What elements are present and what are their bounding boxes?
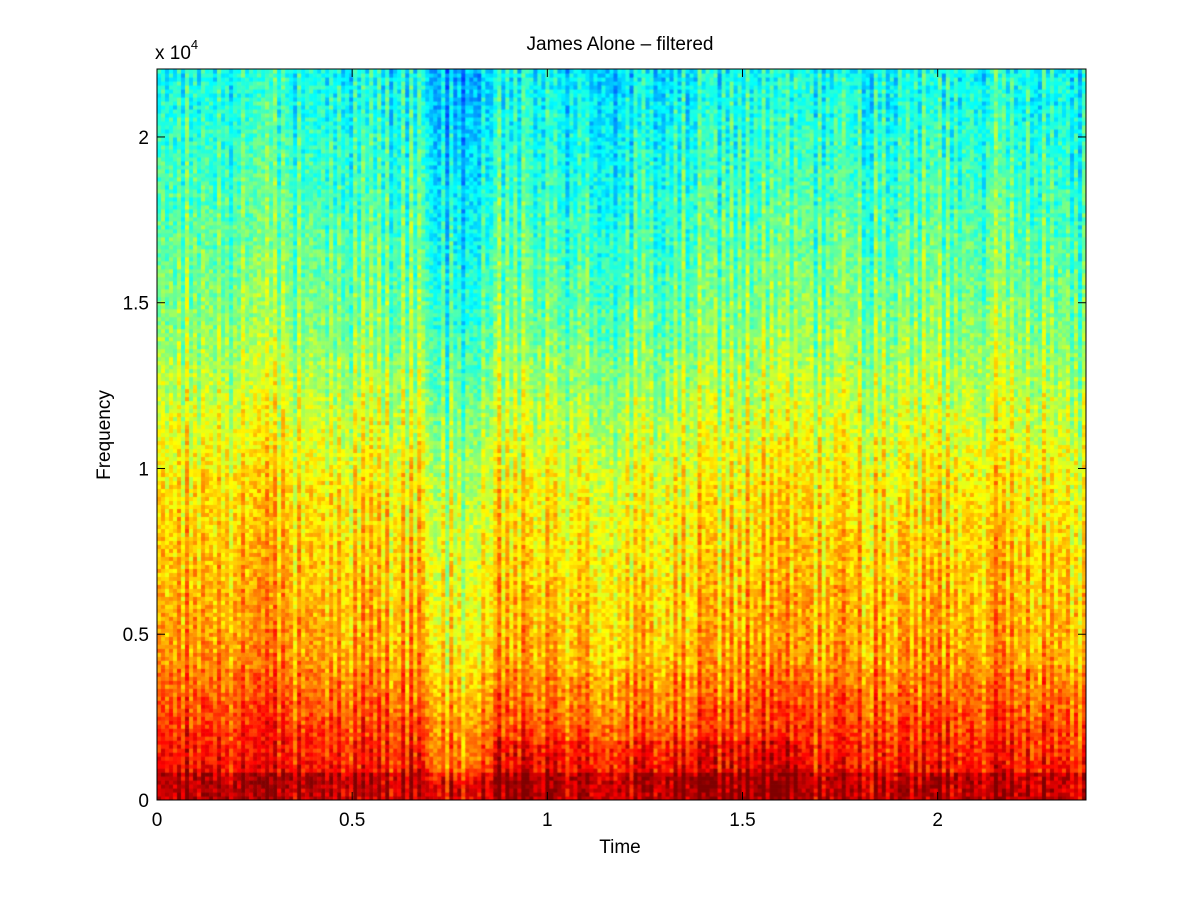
y-tick-label: 2 bbox=[138, 128, 149, 149]
x-tick-label: 0 bbox=[152, 810, 163, 831]
x-axis-label: Time bbox=[599, 837, 641, 858]
spectrogram-image bbox=[157, 69, 1086, 800]
y-axis-exponent: x 104 bbox=[155, 37, 198, 64]
x-tick-label: 1 bbox=[542, 810, 553, 831]
y-tick-label: 1 bbox=[138, 459, 149, 480]
y-exponent-base: x 10 bbox=[155, 43, 191, 64]
y-axis-label: Frequency bbox=[94, 390, 115, 480]
x-tick-label: 0.5 bbox=[339, 810, 365, 831]
y-tick-label: 0 bbox=[138, 791, 149, 812]
y-exponent-power: 4 bbox=[191, 37, 198, 52]
x-tick-label: 2 bbox=[932, 810, 943, 831]
y-tick-label: 0.5 bbox=[123, 625, 149, 646]
chart-title: James Alone – filtered bbox=[527, 34, 714, 55]
y-tick-label: 1.5 bbox=[123, 294, 149, 315]
x-tick-label: 1.5 bbox=[729, 810, 755, 831]
